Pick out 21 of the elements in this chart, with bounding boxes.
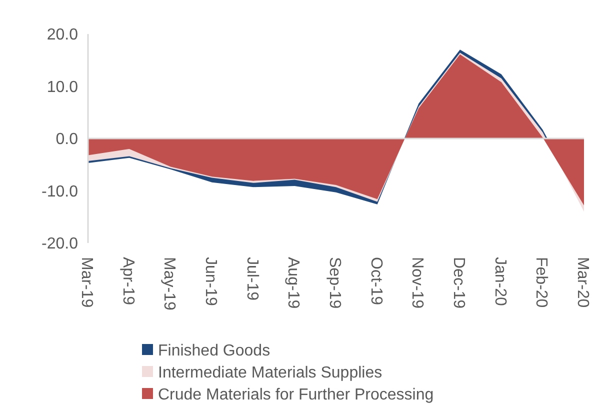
x-tick-label: Nov-19 xyxy=(408,257,426,309)
x-tick-label: Mar-20 xyxy=(574,257,591,308)
x-tick-label: Jul-19 xyxy=(243,257,260,301)
x-tick-label: Aug-19 xyxy=(284,257,302,309)
legend-label: Crude Materials for Further Processing xyxy=(158,386,434,404)
x-tick-label: Dec-19 xyxy=(450,257,467,309)
x-tick-label: Oct-19 xyxy=(367,257,384,306)
x-tick-label: May-19 xyxy=(160,257,178,310)
y-tick-label: 10.0 xyxy=(46,78,78,96)
legend-label: Intermediate Materials Supplies xyxy=(158,364,382,382)
x-tick-label: Jun-19 xyxy=(202,257,219,306)
x-tick-label: Jan-20 xyxy=(491,257,508,306)
x-tick-label: Sep-19 xyxy=(326,257,343,309)
y-tick-label: -20.0 xyxy=(42,236,78,253)
y-tick-label: 0.0 xyxy=(56,131,78,148)
legend-label: Finished Goods xyxy=(158,342,270,360)
y-tick-label: -10.0 xyxy=(42,183,78,200)
y-tick-label: 20.0 xyxy=(46,26,78,44)
x-tick-label: Feb-20 xyxy=(532,257,550,308)
x-tick-label: Apr-19 xyxy=(119,257,136,306)
x-tick-label: Mar-19 xyxy=(78,257,95,308)
